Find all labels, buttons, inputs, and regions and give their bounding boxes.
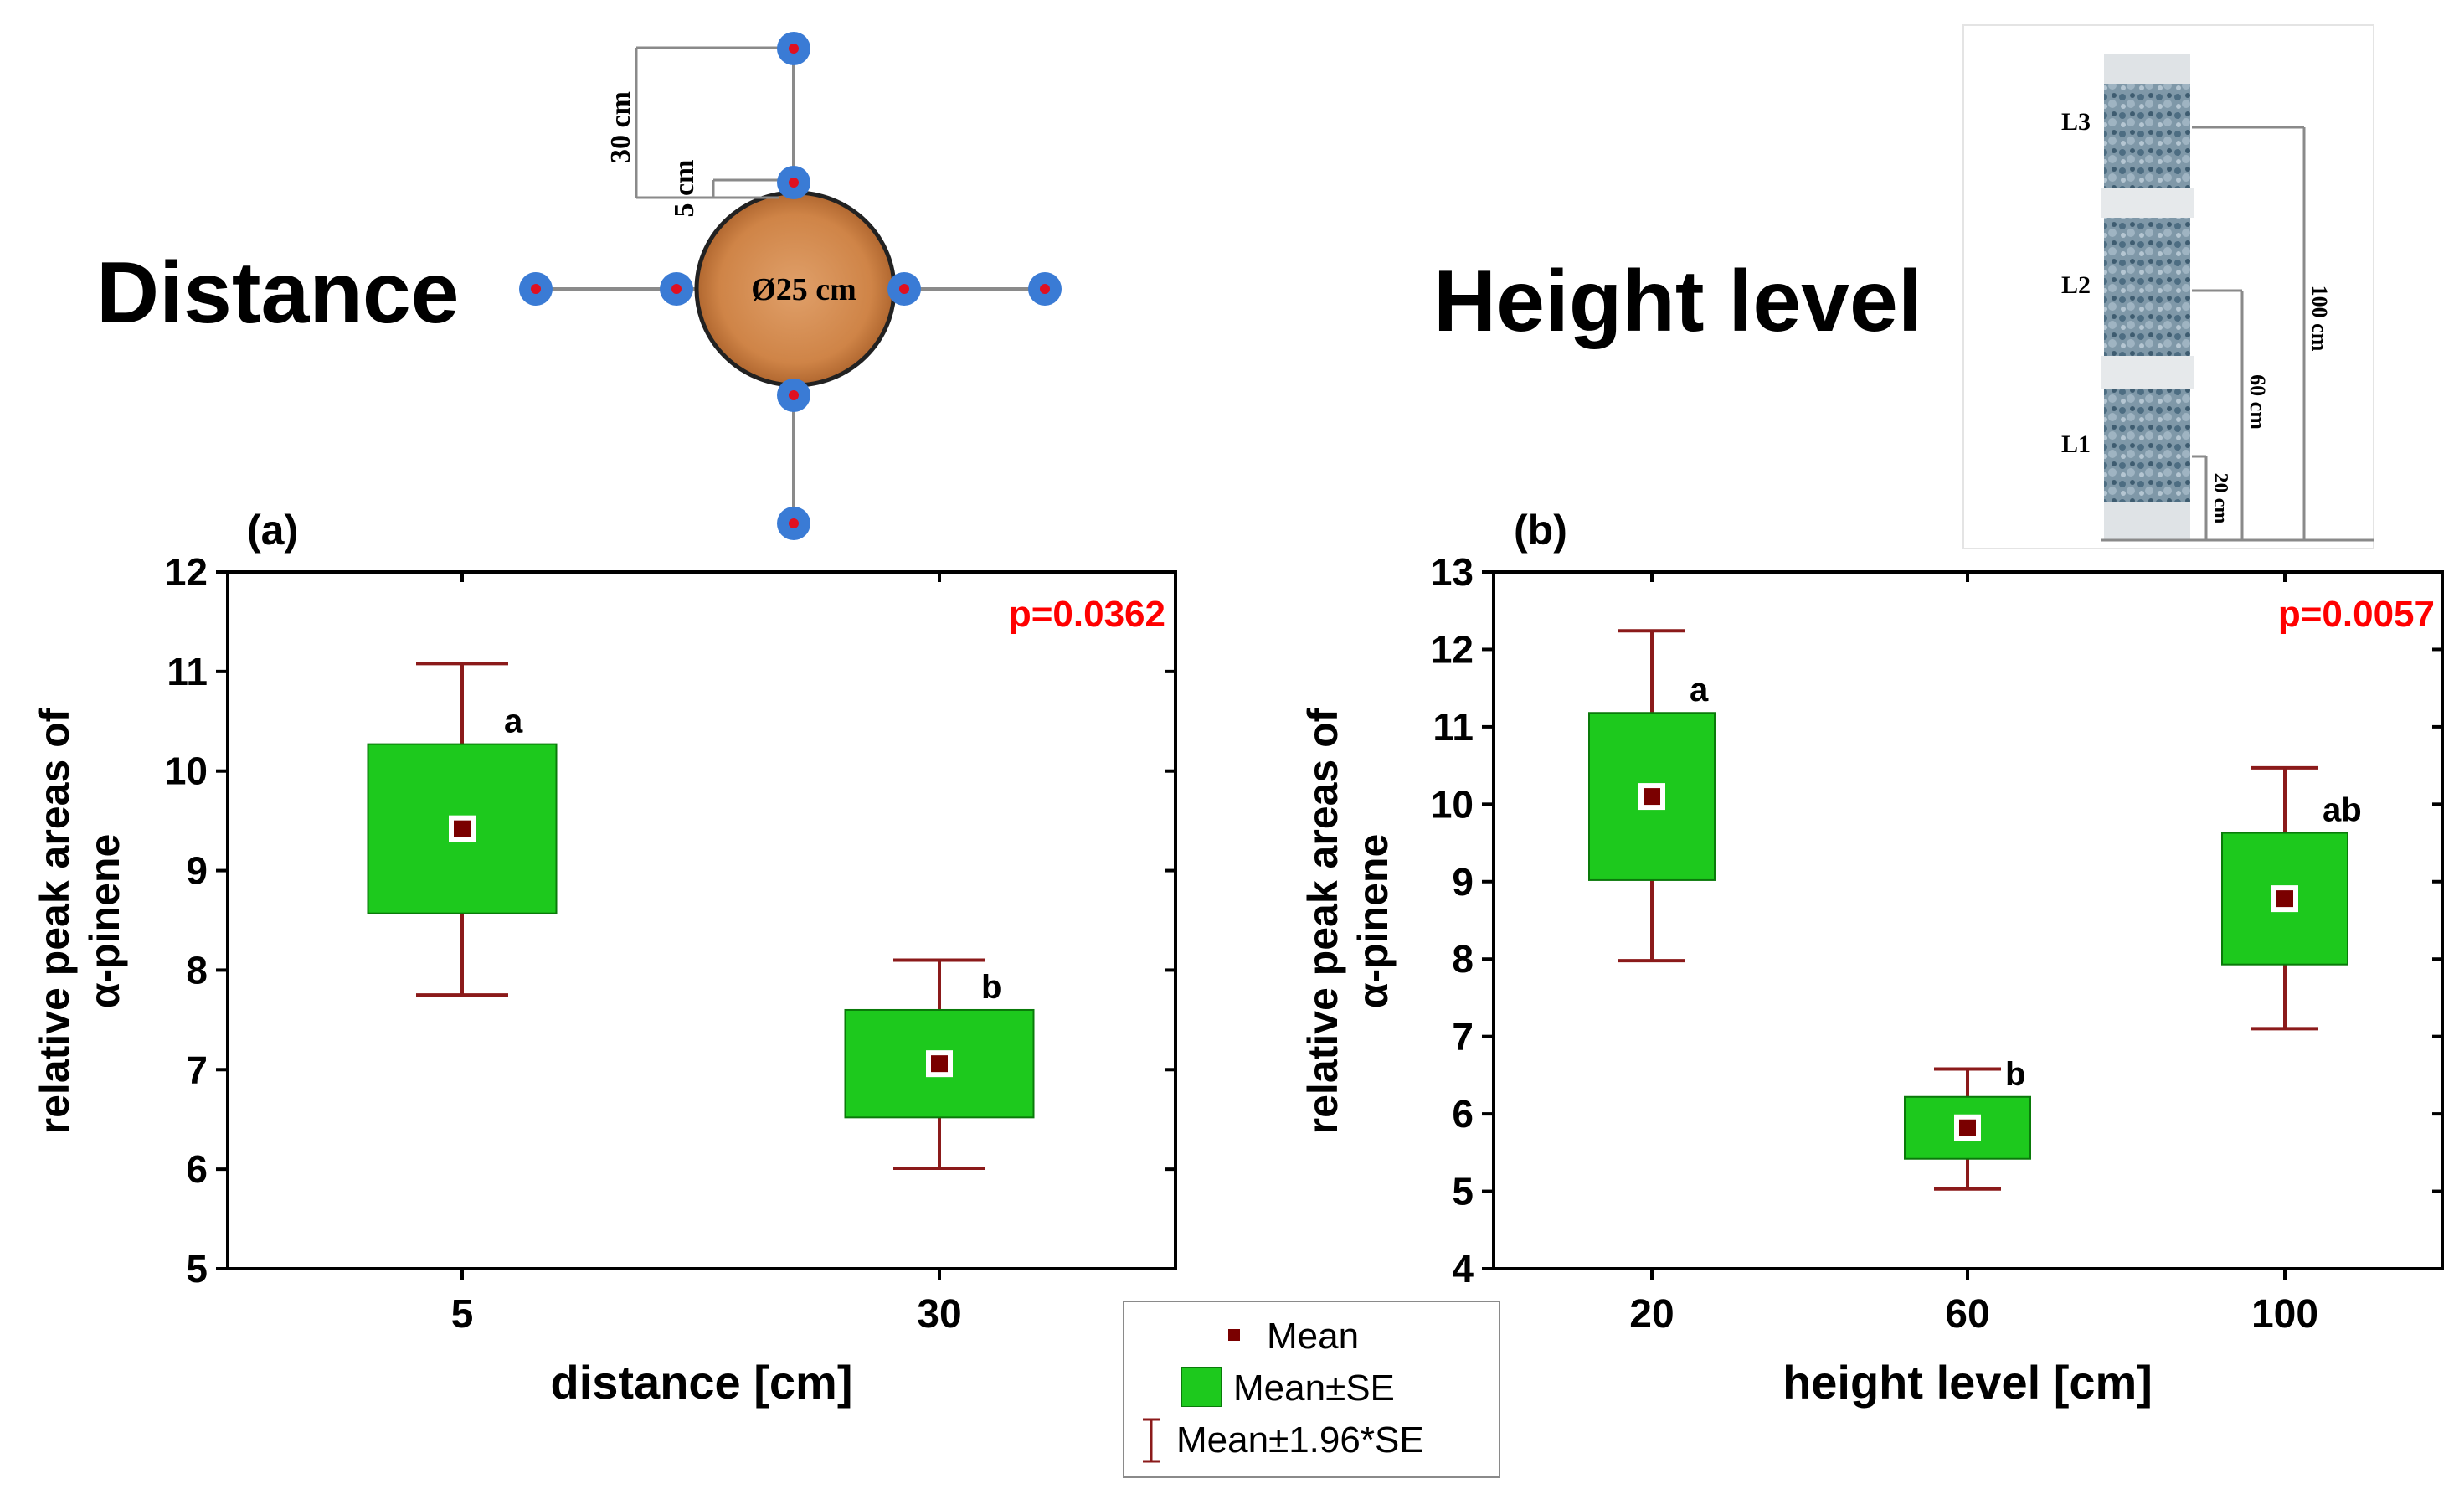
dim-label-30cm: 30 cm xyxy=(605,91,636,163)
y-tick-label: 9 xyxy=(186,849,208,893)
x-tick-label: 30 xyxy=(917,1292,961,1337)
y-axis-label-a-line1: relative peak areas of xyxy=(31,708,78,1134)
y-axis-label-a-line2: α-pinene xyxy=(81,834,128,1009)
legend: Mean Mean±SE Mean±1.96*SE xyxy=(1123,1301,1500,1478)
x-axis-label-b: height level [cm] xyxy=(1782,1356,2153,1409)
y-tick-label: 11 xyxy=(1433,705,1474,749)
legend-label-ci: Mean±1.96*SE xyxy=(1176,1419,1424,1461)
y-tick-label: 5 xyxy=(1452,1170,1474,1213)
stem-band xyxy=(2101,188,2194,218)
group-letter: ab xyxy=(2323,792,2362,829)
se-box-icon xyxy=(1181,1367,1222,1407)
y-tick-label: 11 xyxy=(167,650,208,693)
plot-area-a xyxy=(226,570,1177,1270)
level-label-l2: L2 xyxy=(2061,271,2091,299)
mean-marker xyxy=(2276,890,2293,908)
dim-label-60cm: 60 cm xyxy=(2245,374,2270,430)
mean-marker xyxy=(931,1055,948,1073)
stem-base xyxy=(2104,502,2190,540)
p-value-b: p=0.0057 xyxy=(2278,594,2435,635)
y-tick-label: 10 xyxy=(1431,782,1474,826)
y-tick-label: 9 xyxy=(1452,860,1474,904)
sensor-icon xyxy=(777,166,810,199)
y-tick-label: 13 xyxy=(1431,550,1474,594)
level-label-l3: L3 xyxy=(2061,108,2091,136)
sensor-icon xyxy=(1028,272,1062,306)
y-axis-a: 5 6 7 8 9 10 11 12 xyxy=(165,550,1175,1291)
group-letter: b xyxy=(2005,1056,2025,1093)
legend-label-se: Mean±SE xyxy=(1233,1368,1395,1409)
x-axis-b: 20 60 100 xyxy=(1629,572,2318,1337)
whisker-icon xyxy=(1141,1418,1161,1463)
dim-label-5cm: 5 cm xyxy=(669,160,700,218)
height-diagram: Height level L3 L2 L1 100 cm 60 cm 20 cm xyxy=(1433,24,2374,549)
x-tick-label: 5 xyxy=(451,1292,474,1337)
distance-diagram: Distance Ø25 cm 30 cm 5 cm xyxy=(96,32,1062,540)
p-value-a: p=0.0362 xyxy=(1009,594,1165,635)
group-letter: a xyxy=(1690,672,1709,708)
panel-label-b: (b) xyxy=(1514,507,1567,554)
sensor-icon xyxy=(887,272,921,306)
y-axis-label-b-line1: relative peak areas of xyxy=(1299,708,1346,1134)
mean-marker xyxy=(454,820,471,837)
stem-segment-l3 xyxy=(2104,84,2190,193)
stem-segment-l2 xyxy=(2104,218,2190,360)
x-axis-a: 5 30 xyxy=(451,572,962,1337)
y-tick-label: 12 xyxy=(165,550,208,594)
mean-marker xyxy=(1644,788,1660,806)
x-axis-label-a: distance [cm] xyxy=(551,1356,853,1409)
group-letter: b xyxy=(981,969,1001,1006)
distance-diagram-title: Distance xyxy=(96,245,460,342)
y-tick-label: 7 xyxy=(1452,1015,1474,1059)
stem-diameter-label: Ø25 cm xyxy=(751,272,856,307)
mean-marker-icon xyxy=(1228,1329,1240,1341)
y-tick-label: 6 xyxy=(1452,1092,1474,1136)
x-tick-label: 100 xyxy=(2251,1292,2318,1337)
y-axis-label-a: relative peak areas of α-pinene xyxy=(31,708,128,1134)
stem-band xyxy=(2101,356,2194,389)
sensor-icon xyxy=(777,507,810,540)
sensor-icon xyxy=(660,272,693,306)
y-tick-label: 7 xyxy=(186,1048,208,1091)
y-axis-b: 4 5 6 7 8 9 10 11 12 13 xyxy=(1431,550,2442,1291)
y-tick-label: 8 xyxy=(186,948,208,992)
panel-label-a: (a) xyxy=(247,507,298,554)
stem-cap xyxy=(2104,54,2190,88)
y-tick-label: 12 xyxy=(1431,627,1474,671)
x-tick-label: 60 xyxy=(1945,1292,1989,1337)
stem-segment-l1 xyxy=(2104,389,2190,502)
mean-marker xyxy=(1959,1119,1976,1136)
height-diagram-title: Height level xyxy=(1433,253,1922,350)
boxes-a: ab xyxy=(367,662,1035,1170)
y-tick-label: 6 xyxy=(186,1147,208,1191)
dim-label-20cm: 20 cm xyxy=(2209,473,2231,524)
legend-item-ci: Mean±1.96*SE xyxy=(1124,1413,1499,1463)
y-tick-label: 4 xyxy=(1452,1247,1474,1291)
dim-label-100cm: 100 cm xyxy=(2307,286,2332,352)
y-tick-label: 10 xyxy=(165,750,208,793)
level-label-l1: L1 xyxy=(2061,430,2091,458)
y-axis-label-b-line2: α-pinene xyxy=(1350,834,1397,1009)
y-tick-label: 5 xyxy=(186,1247,208,1291)
legend-label-mean: Mean xyxy=(1267,1316,1360,1357)
x-tick-label: 20 xyxy=(1629,1292,1674,1337)
legend-item-mean: Mean xyxy=(1124,1309,1499,1359)
sensor-icon xyxy=(519,272,553,306)
y-tick-label: 8 xyxy=(1452,937,1474,981)
sensor-markers xyxy=(519,32,1062,540)
y-axis-label-b: relative peak areas of α-pinene xyxy=(1299,708,1397,1134)
group-letter: a xyxy=(504,703,523,740)
sensor-icon xyxy=(777,379,810,412)
sensor-icon xyxy=(777,32,810,65)
legend-item-se: Mean±SE xyxy=(1124,1361,1499,1411)
